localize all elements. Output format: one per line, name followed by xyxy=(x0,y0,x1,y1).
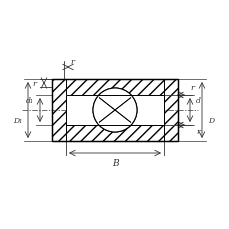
Text: D₁: D₁ xyxy=(13,117,22,124)
Bar xyxy=(66,95,163,125)
Bar xyxy=(163,95,177,125)
Text: r: r xyxy=(32,80,36,88)
Text: d: d xyxy=(195,97,200,105)
Bar xyxy=(52,80,177,141)
Bar xyxy=(66,95,163,125)
Bar xyxy=(52,80,66,141)
Text: r: r xyxy=(195,128,199,135)
Text: d₁: d₁ xyxy=(26,97,34,105)
Bar xyxy=(52,125,177,141)
Circle shape xyxy=(93,89,136,132)
Bar xyxy=(52,80,177,141)
Circle shape xyxy=(93,89,136,132)
Text: r: r xyxy=(70,58,74,66)
Text: r: r xyxy=(189,84,193,92)
Text: B: B xyxy=(111,158,118,167)
Bar xyxy=(52,80,177,95)
Text: D: D xyxy=(207,117,213,124)
Bar xyxy=(163,80,177,141)
